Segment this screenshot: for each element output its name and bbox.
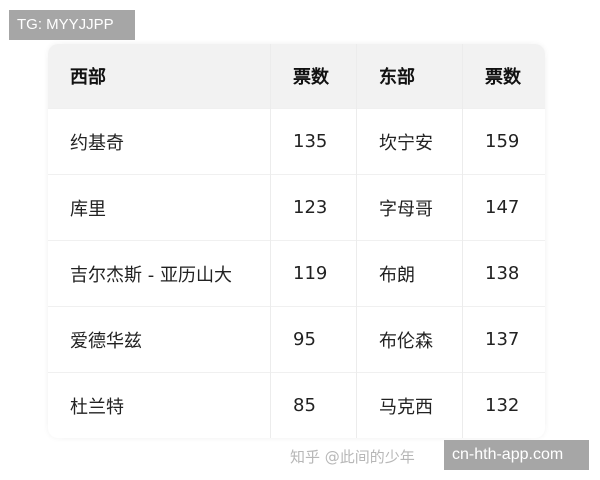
east-player: 布伦森 <box>356 306 463 373</box>
table-header-row: 西部 票数 东部 票数 <box>48 44 545 109</box>
east-votes: 147 <box>462 174 545 241</box>
table-row: 爱德华兹 95 布伦森 137 <box>48 306 545 373</box>
table-row: 约基奇 135 坎宁安 159 <box>48 108 545 175</box>
west-votes: 123 <box>270 174 357 241</box>
west-player: 吉尔杰斯 - 亚历山大 <box>48 240 271 307</box>
west-votes: 135 <box>270 108 357 175</box>
west-player: 爱德华兹 <box>48 306 271 373</box>
west-votes: 95 <box>270 306 357 373</box>
east-player: 坎宁安 <box>356 108 463 175</box>
table-row: 吉尔杰斯 - 亚历山大 119 布朗 138 <box>48 240 545 307</box>
west-votes: 119 <box>270 240 357 307</box>
west-votes: 85 <box>270 372 357 438</box>
east-votes: 138 <box>462 240 545 307</box>
west-player: 杜兰特 <box>48 372 271 438</box>
header-votes-west: 票数 <box>270 44 357 109</box>
watermark-site: cn-hth-app.com <box>444 440 589 470</box>
east-votes: 132 <box>462 372 545 438</box>
header-west: 西部 <box>48 44 271 109</box>
table-row: 库里 123 字母哥 147 <box>48 174 545 241</box>
vote-table: 西部 票数 东部 票数 约基奇 135 坎宁安 159 库里 123 字母哥 147 吉尔杰… <box>48 44 545 438</box>
table-row: 杜兰特 85 马克西 132 <box>48 372 545 438</box>
east-votes: 159 <box>462 108 545 175</box>
east-votes: 137 <box>462 306 545 373</box>
watermark-tg: TG: MYYJJPP <box>9 10 135 40</box>
zhihu-watermark: 知乎 @此间的少年 <box>290 448 415 466</box>
header-east: 东部 <box>356 44 463 109</box>
west-player: 库里 <box>48 174 271 241</box>
east-player: 马克西 <box>356 372 463 438</box>
east-player: 布朗 <box>356 240 463 307</box>
header-votes-east: 票数 <box>462 44 545 109</box>
east-player: 字母哥 <box>356 174 463 241</box>
west-player: 约基奇 <box>48 108 271 175</box>
